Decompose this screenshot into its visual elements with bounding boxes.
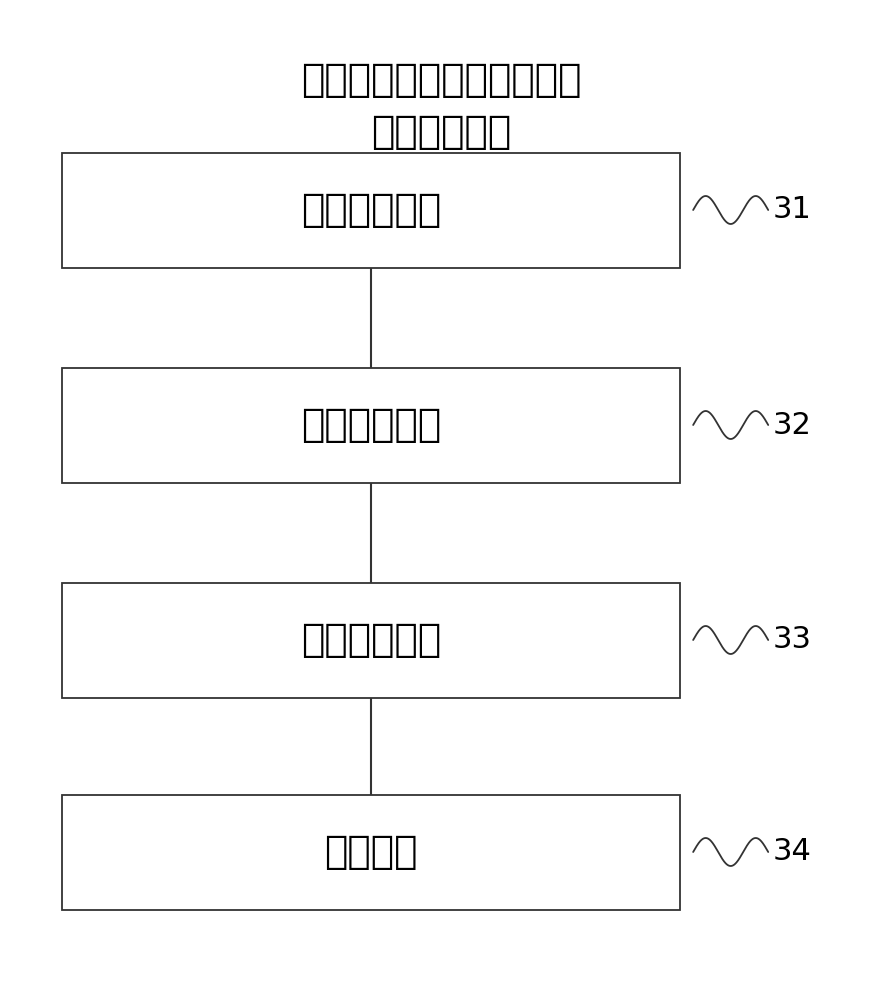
Text: 32: 32 [773,410,811,440]
Text: 33: 33 [773,626,811,654]
Text: 31: 31 [773,196,811,225]
FancyBboxPatch shape [62,794,680,910]
FancyBboxPatch shape [62,582,680,698]
Text: 34: 34 [773,838,811,866]
Text: 第二构建模块: 第二构建模块 [301,621,441,659]
Text: 第一加入模块: 第一加入模块 [301,191,441,229]
Text: 含混合储能的综合能源系统: 含混合储能的综合能源系统 [301,61,582,99]
FancyBboxPatch shape [62,152,680,267]
Text: 第一构建模块: 第一构建模块 [301,406,441,444]
Text: 计算模块: 计算模块 [324,833,418,871]
Text: 运行控制装置: 运行控制装置 [372,113,511,151]
FancyBboxPatch shape [62,367,680,483]
